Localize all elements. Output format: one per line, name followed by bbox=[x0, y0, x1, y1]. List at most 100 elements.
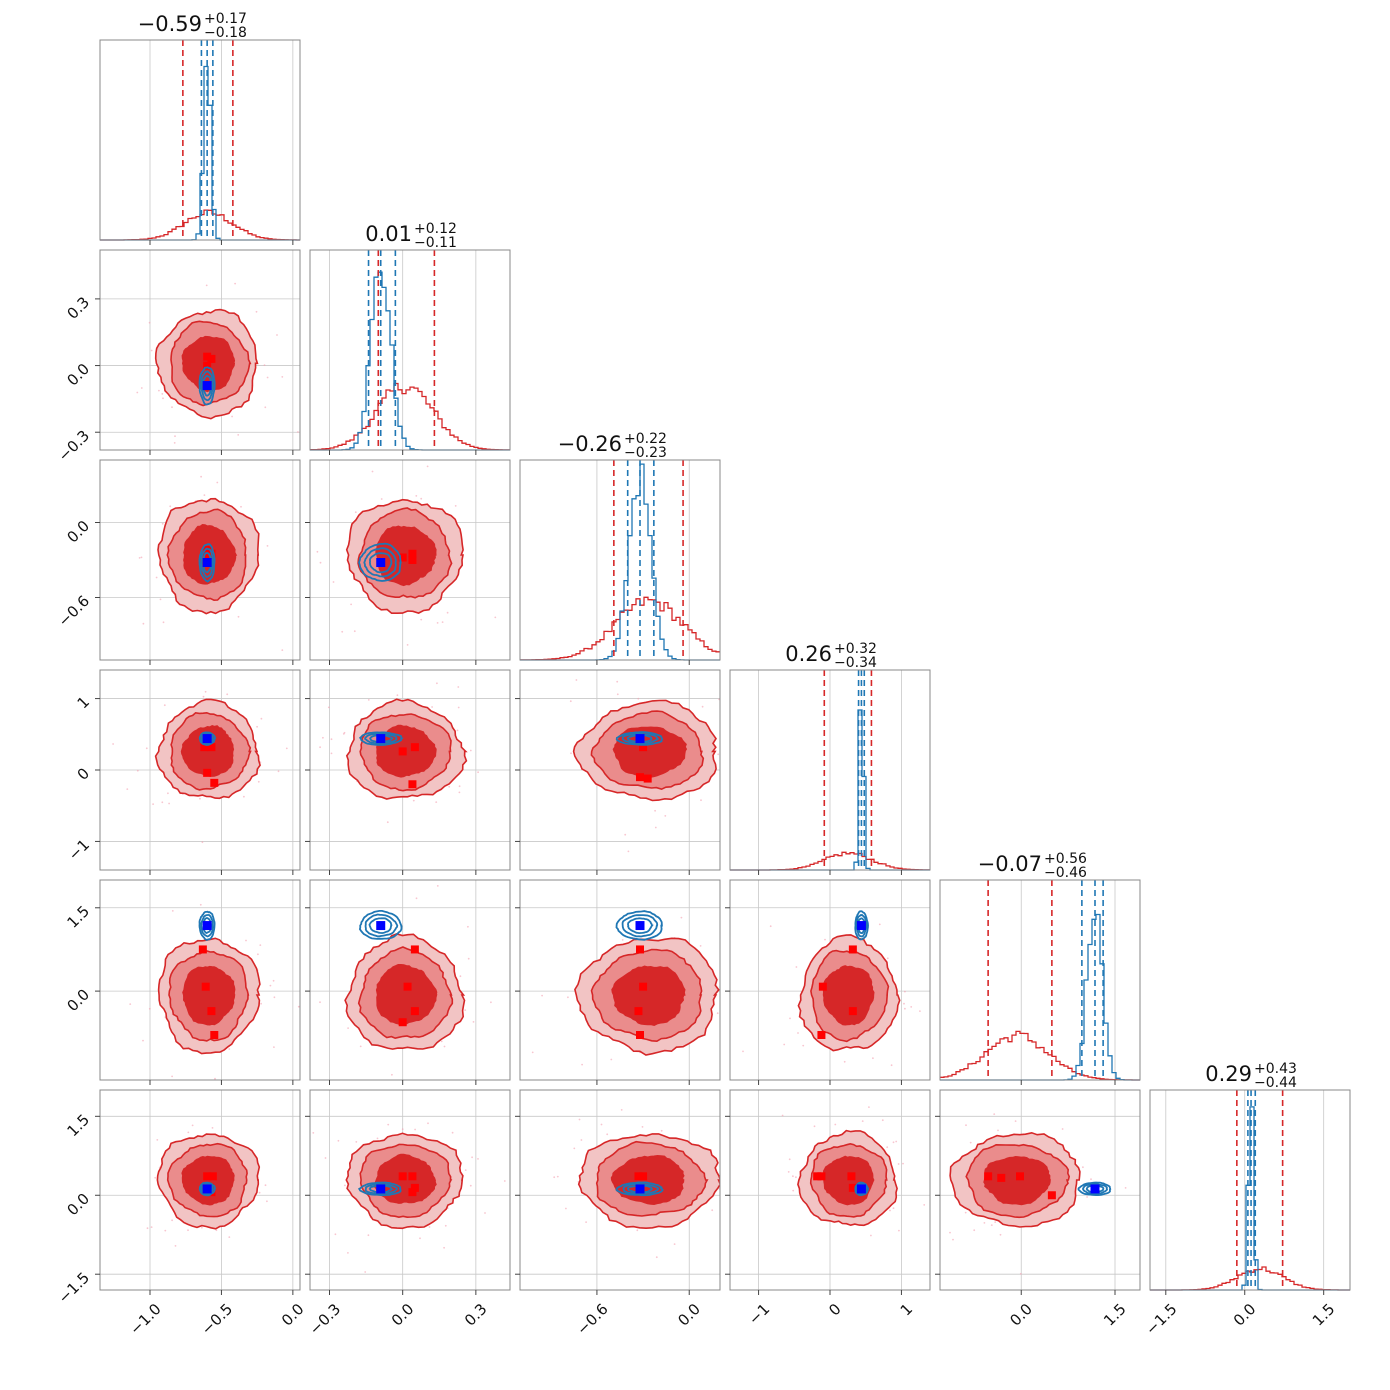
sample-dot bbox=[171, 910, 174, 912]
sample-dot bbox=[324, 1157, 327, 1159]
y-tick-label: 1.5 bbox=[63, 902, 93, 932]
sample-marker bbox=[207, 1007, 216, 1016]
sample-dot bbox=[868, 1106, 870, 1108]
sample-marker bbox=[636, 945, 644, 954]
sample-dot bbox=[789, 1017, 791, 1020]
sample-dot bbox=[655, 1256, 658, 1259]
sample-dot bbox=[140, 387, 143, 389]
sample-dot bbox=[264, 1184, 267, 1187]
sample-dot bbox=[464, 1169, 467, 1171]
pair-frame bbox=[99, 249, 301, 451]
sample-dot bbox=[396, 694, 399, 697]
sample-dot bbox=[204, 690, 207, 693]
contour-series-b-1 bbox=[621, 732, 660, 745]
sample-dot bbox=[570, 752, 572, 755]
sample-dot bbox=[616, 680, 619, 683]
median-marker bbox=[376, 734, 386, 744]
contour-series-b-0 bbox=[198, 366, 216, 406]
pair-panel-3-4 bbox=[725, 879, 931, 1085]
sample-marker bbox=[639, 982, 648, 991]
sample-dot bbox=[768, 712, 770, 714]
sample-dot bbox=[654, 809, 656, 812]
sample-dot bbox=[216, 481, 219, 484]
dimension-title-plus: +0.32 bbox=[834, 641, 877, 657]
sample-dot bbox=[886, 957, 889, 960]
y-tick-label: 0.3 bbox=[63, 293, 93, 323]
x-tick-label: 0.3 bbox=[461, 1300, 491, 1330]
sample-marker bbox=[634, 1007, 643, 1016]
sample-dot bbox=[260, 717, 263, 720]
sample-dot bbox=[319, 561, 322, 564]
contour-series-b-0 bbox=[198, 543, 216, 583]
sample-dot bbox=[273, 1046, 275, 1048]
sample-dot bbox=[174, 435, 176, 438]
sample-marker bbox=[997, 1173, 1006, 1182]
sample-dot bbox=[458, 785, 461, 788]
sample-dot bbox=[701, 705, 704, 708]
sample-dot bbox=[802, 1044, 805, 1047]
dimension-title-plus: +0.56 bbox=[1044, 851, 1087, 867]
sample-dot bbox=[163, 704, 166, 707]
sample-dot bbox=[600, 1123, 603, 1126]
pair-frame bbox=[99, 1089, 301, 1291]
dimension-title-plus: +0.17 bbox=[204, 11, 247, 27]
sample-dot bbox=[553, 1176, 556, 1179]
x-tick-label: 1 bbox=[897, 1300, 916, 1319]
sample-dot bbox=[902, 1162, 904, 1165]
sample-dot bbox=[892, 1207, 895, 1210]
sample-dot bbox=[897, 1163, 900, 1165]
sample-dot bbox=[191, 1124, 194, 1127]
sample-dot bbox=[610, 1058, 613, 1061]
sample-dot bbox=[1014, 1120, 1017, 1122]
sample-dot bbox=[616, 693, 619, 696]
sample-dot bbox=[824, 938, 826, 941]
median-marker bbox=[376, 558, 386, 567]
sample-dot bbox=[199, 797, 201, 800]
sample-dot bbox=[330, 752, 333, 755]
sample-dot bbox=[742, 1050, 744, 1053]
dimension-title-minus: −0.18 bbox=[204, 25, 247, 41]
sample-dot bbox=[142, 1039, 144, 1042]
sample-dot bbox=[162, 397, 164, 400]
sample-dot bbox=[322, 736, 324, 739]
median-marker bbox=[376, 1184, 386, 1194]
sample-dot bbox=[173, 442, 176, 444]
sample-dot bbox=[892, 1141, 895, 1144]
diagonal-frame bbox=[519, 459, 721, 661]
sample-dot bbox=[431, 706, 433, 708]
contour-inner bbox=[182, 965, 236, 1026]
contour-series-b-0 bbox=[358, 542, 402, 582]
sample-dot bbox=[795, 1176, 797, 1179]
sample-dot bbox=[886, 1146, 889, 1149]
sample-dot bbox=[237, 615, 240, 618]
y-tick-label: 1.5 bbox=[63, 1111, 93, 1141]
sample-marker bbox=[403, 982, 412, 991]
median-marker bbox=[856, 1184, 866, 1194]
sample-dot bbox=[281, 376, 284, 378]
sample-dot bbox=[726, 740, 728, 742]
sample-dot bbox=[494, 616, 497, 619]
sample-dot bbox=[276, 334, 278, 336]
sample-dot bbox=[228, 1048, 231, 1050]
sample-dot bbox=[136, 391, 139, 394]
y-tick-label: 1 bbox=[74, 693, 93, 712]
histogram-series-b bbox=[1150, 1106, 1350, 1291]
sample-dot bbox=[269, 984, 272, 987]
x-tick-label: 0.0 bbox=[388, 1300, 418, 1330]
sample-dot bbox=[641, 1126, 644, 1128]
sample-dot bbox=[391, 1073, 393, 1076]
dimension-title-value: 0.01 bbox=[365, 222, 412, 246]
sample-dot bbox=[490, 1001, 492, 1004]
sample-dot bbox=[214, 1077, 216, 1080]
sample-dot bbox=[511, 738, 513, 740]
sample-dot bbox=[420, 618, 423, 621]
median-marker bbox=[1090, 1184, 1100, 1194]
dimension-title-minus: −0.46 bbox=[1044, 865, 1087, 881]
dimension-title-minus: −0.23 bbox=[624, 445, 667, 461]
sample-dot bbox=[193, 433, 195, 435]
sample-dot bbox=[524, 525, 526, 527]
sample-dot bbox=[739, 949, 741, 951]
sample-dot bbox=[415, 897, 418, 900]
dimension-title-value: −0.07 bbox=[978, 852, 1042, 876]
sample-dot bbox=[558, 1070, 560, 1072]
